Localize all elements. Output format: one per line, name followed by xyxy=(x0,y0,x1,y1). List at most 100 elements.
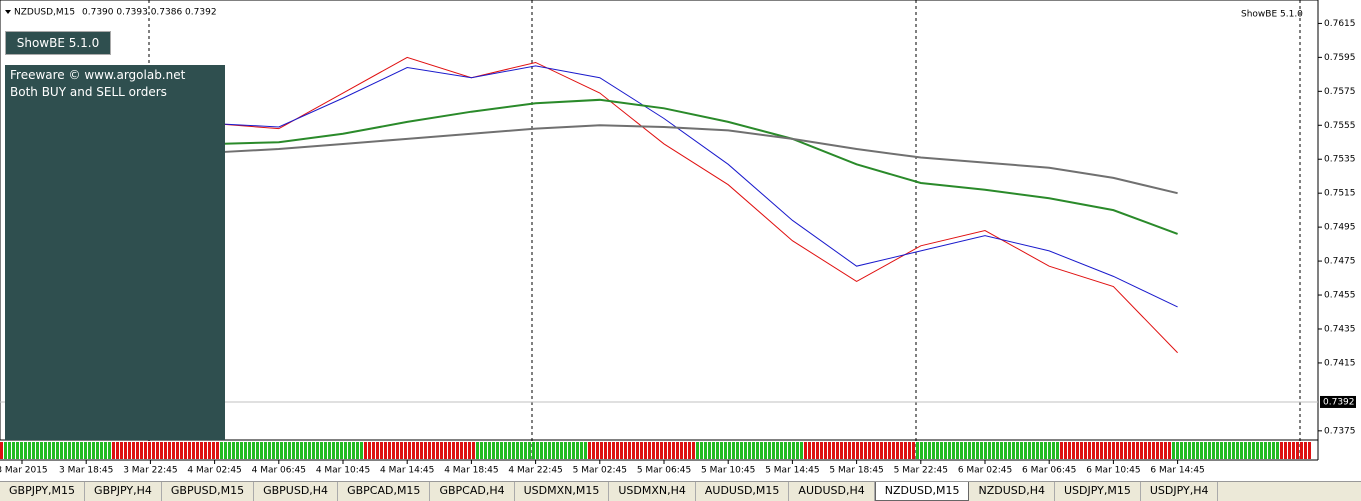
trend-cell xyxy=(1148,442,1151,459)
trend-cell xyxy=(532,442,535,459)
trend-cell xyxy=(128,442,131,459)
tab[interactable]: AUDUSD,M15 xyxy=(696,482,790,501)
x-tick-label: 4 Mar 14:45 xyxy=(380,466,434,476)
trend-cell xyxy=(772,442,775,459)
trend-cell xyxy=(512,442,515,459)
trend-cell xyxy=(436,442,439,459)
y-tick-label: 0.7575 xyxy=(1324,87,1356,97)
trend-cell xyxy=(8,442,11,459)
trend-cell xyxy=(1180,442,1183,459)
trend-cell xyxy=(724,442,727,459)
trend-cell xyxy=(816,442,819,459)
trend-cell xyxy=(632,442,635,459)
trend-cell xyxy=(812,442,815,459)
trend-cell xyxy=(992,442,995,459)
trend-cell xyxy=(748,442,751,459)
trend-cell xyxy=(968,442,971,459)
tab[interactable]: NZDUSD,H4 xyxy=(969,482,1055,501)
trend-cell xyxy=(1044,442,1047,459)
trend-cell xyxy=(1284,442,1287,459)
trend-cell xyxy=(884,442,887,459)
tab[interactable]: USDMXN,H4 xyxy=(609,482,696,501)
tab[interactable]: GBPCAD,H4 xyxy=(430,482,515,501)
trend-cell xyxy=(448,442,451,459)
tab[interactable]: NZDUSD,M15 xyxy=(874,482,970,501)
trend-cell xyxy=(372,442,375,459)
trend-cell xyxy=(604,442,607,459)
tab[interactable]: AUDUSD,H4 xyxy=(789,482,875,501)
trend-cell xyxy=(1032,442,1035,459)
trend-cell xyxy=(380,442,383,459)
trend-cell xyxy=(1132,442,1135,459)
trend-cell xyxy=(504,442,507,459)
trend-cell xyxy=(408,442,411,459)
tab[interactable]: GBPJPY,M15 xyxy=(0,482,86,501)
price-box xyxy=(1320,395,1356,408)
trend-cell xyxy=(384,442,387,459)
trend-cell xyxy=(212,442,215,459)
trend-cell xyxy=(188,442,191,459)
x-tick-label: 6 Mar 14:45 xyxy=(1150,466,1204,476)
trend-cell xyxy=(848,442,851,459)
trend-cell xyxy=(100,442,103,459)
tab[interactable]: USDMXN,M15 xyxy=(515,482,610,501)
trend-cell xyxy=(712,442,715,459)
tab[interactable]: USDJPY,M15 xyxy=(1055,482,1141,501)
trend-cell xyxy=(420,442,423,459)
menu-arrow[interactable] xyxy=(5,10,11,14)
trend-cell xyxy=(280,442,283,459)
trend-cell xyxy=(340,442,343,459)
trend-cell xyxy=(752,442,755,459)
trend-cell xyxy=(872,442,875,459)
trend-cell xyxy=(720,442,723,459)
x-tick-label: 3 Mar 2015 xyxy=(0,466,48,476)
trend-cell xyxy=(252,442,255,459)
trend-cell xyxy=(528,442,531,459)
trend-cell xyxy=(1052,442,1055,459)
trend-cell xyxy=(472,442,475,459)
trend-cell xyxy=(644,442,647,459)
trend-cell xyxy=(568,442,571,459)
trend-cell xyxy=(1216,442,1219,459)
trend-cell xyxy=(92,442,95,459)
trend-cell xyxy=(500,442,503,459)
trend-cell xyxy=(840,442,843,459)
trend-cell xyxy=(1192,442,1195,459)
subwindow-label: VF Trend xyxy=(4,448,43,458)
tab[interactable]: USDJPY,H4 xyxy=(1141,482,1219,501)
trend-cell xyxy=(1140,442,1143,459)
trend-cell xyxy=(60,442,63,459)
ma-line xyxy=(214,56,1178,354)
showbe-button[interactable]: ShowBE 5.1.0 xyxy=(5,31,111,55)
trend-cell xyxy=(1264,442,1267,459)
trend-cell xyxy=(1020,442,1023,459)
tab[interactable]: GBPUSD,M15 xyxy=(162,482,255,501)
trend-cell xyxy=(1196,442,1199,459)
trend-cell xyxy=(536,442,539,459)
trend-cell xyxy=(1256,442,1259,459)
trend-cell xyxy=(80,442,83,459)
indicator-name: ShowBE 5.1.0 xyxy=(1241,10,1303,20)
trend-cell xyxy=(316,442,319,459)
trend-cell xyxy=(768,442,771,459)
trend-cell xyxy=(828,442,831,459)
trend-cell xyxy=(1280,442,1283,459)
tab[interactable]: GBPJPY,H4 xyxy=(85,482,162,501)
trend-cell xyxy=(552,442,555,459)
trend-cell xyxy=(48,442,51,459)
trend-cell xyxy=(1016,442,1019,459)
trend-cell xyxy=(1224,442,1227,459)
x-tick-label: 5 Mar 14:45 xyxy=(765,466,819,476)
trend-cell xyxy=(440,442,443,459)
y-tick-label: 0.7555 xyxy=(1324,121,1356,131)
trend-cell xyxy=(776,442,779,459)
trend-cell xyxy=(488,442,491,459)
trend-cell xyxy=(616,442,619,459)
trend-cell xyxy=(260,442,263,459)
trend-cell xyxy=(1244,442,1247,459)
trend-cell xyxy=(52,442,55,459)
tab[interactable]: GBPUSD,H4 xyxy=(254,482,339,501)
info-line: Freeware © www.argolab.net xyxy=(10,68,186,82)
tab[interactable]: GBPCAD,M15 xyxy=(338,482,431,501)
